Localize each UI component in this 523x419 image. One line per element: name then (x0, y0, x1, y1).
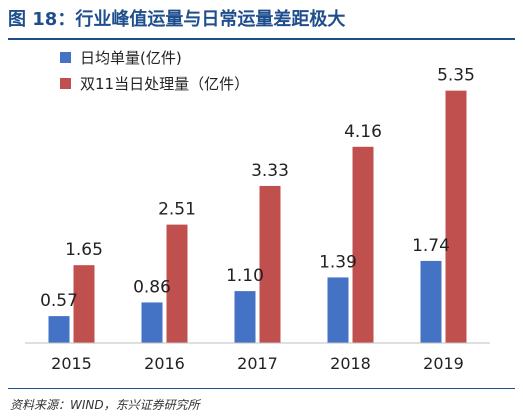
value-labels: 0.57 1.65 0.86 2.51 1.10 3.33 1.39 4.16 1.74 5.35 (40, 66, 475, 311)
x-tick-2017: 2017 (237, 354, 278, 373)
x-tick-labels: 2015 2016 2017 2018 2019 (51, 354, 464, 373)
bar-chart: 日均单量(亿件) 双11当日处理量（亿件） 0.57 1.65 0.86 2.51 1.1… (25, 49, 490, 373)
bar-double11-2017 (259, 185, 281, 343)
bar-double11-2019 (445, 90, 467, 344)
source-note: 资料来源：WIND，东兴证券研究所 (10, 398, 200, 412)
chart-legend: 日均单量(亿件) 双11当日处理量（亿件） (60, 49, 249, 93)
bar-daily-2016 (141, 302, 163, 343)
bar-series (48, 90, 467, 344)
x-tick-2018: 2018 (330, 354, 371, 373)
value-label-double11-2016: 2.51 (158, 200, 196, 220)
x-tick-2016: 2016 (144, 354, 185, 373)
title-divider (8, 38, 515, 40)
bar-daily-2015 (48, 316, 70, 343)
value-label-double11-2015: 1.65 (65, 240, 103, 260)
bar-double11-2016 (166, 224, 188, 343)
value-label-double11-2019: 5.35 (437, 66, 475, 86)
bar-double11-2018 (352, 146, 374, 343)
value-label-double11-2018: 4.16 (344, 122, 382, 142)
legend-swatch-double11 (60, 78, 71, 89)
bar-double11-2015 (73, 265, 95, 343)
legend-swatch-daily (60, 52, 71, 63)
legend-label-double11: 双11当日处理量（亿件） (80, 75, 249, 93)
x-tick-2019: 2019 (423, 354, 464, 373)
bar-daily-2017 (234, 291, 256, 343)
value-label-daily-2015: 0.57 (40, 291, 78, 311)
bar-daily-2019 (420, 260, 442, 343)
value-label-daily-2016: 0.86 (133, 277, 171, 297)
figure-title: 图 18：行业峰值运量与日常运量差距极大 (8, 9, 346, 30)
legend-label-daily: 日均单量(亿件) (80, 49, 182, 67)
x-tick-2015: 2015 (51, 354, 92, 373)
value-label-daily-2019: 1.74 (412, 236, 450, 256)
value-label-daily-2017: 1.10 (226, 266, 264, 286)
footer-divider (8, 388, 515, 389)
bar-daily-2018 (327, 277, 349, 343)
value-label-double11-2017: 3.33 (251, 161, 289, 181)
value-label-daily-2018: 1.39 (319, 252, 357, 272)
